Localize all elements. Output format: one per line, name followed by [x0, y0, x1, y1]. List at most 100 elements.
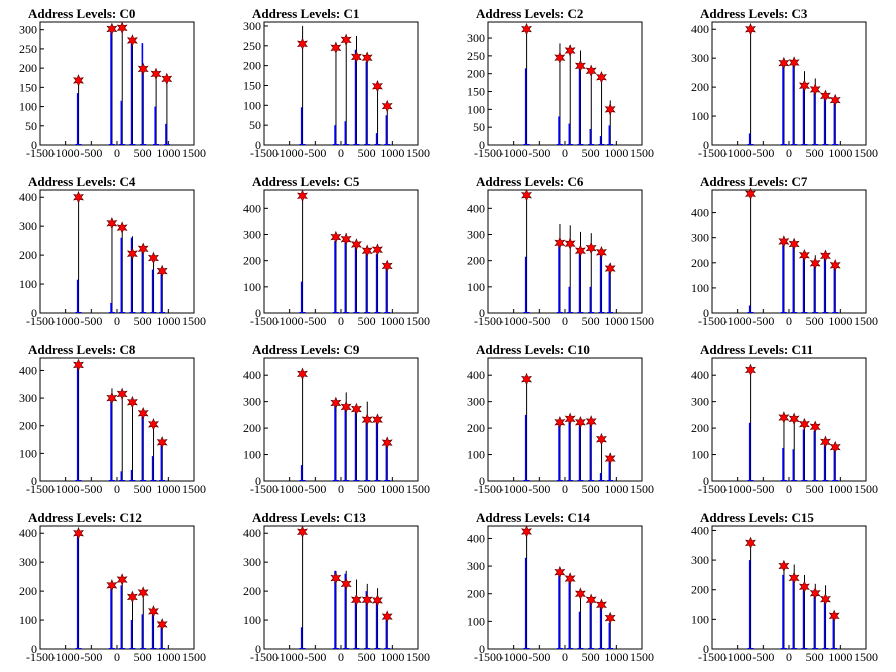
x-tick-label: 0 — [562, 314, 568, 328]
histogram-bar-black — [750, 193, 752, 313]
histogram-bar-black — [155, 75, 157, 145]
peak-marker-star — [106, 22, 118, 36]
chart-title: Address Levels: C12 — [28, 510, 142, 525]
peak-marker-star — [829, 93, 841, 107]
y-tick-label: 400 — [243, 368, 261, 382]
y-tick-label: 400 — [467, 368, 485, 382]
plot-frame — [711, 357, 867, 482]
x-tick-label: 1000 — [380, 146, 404, 160]
y-tick-label: 300 — [691, 553, 709, 567]
peak-marker-star — [604, 611, 616, 625]
x-tick-label: 1000 — [380, 314, 404, 328]
x-tick-label: -1000 — [500, 146, 528, 160]
y-tick-label: 400 — [467, 531, 485, 545]
peak-marker-star — [147, 605, 159, 618]
histogram-bar-blue — [300, 107, 303, 145]
x-tick-label: 1500 — [406, 314, 430, 328]
histogram-bar-blue — [160, 625, 163, 649]
x-tick-label: 500 — [582, 314, 600, 328]
histogram-bar-black — [121, 578, 123, 649]
histogram-bar-black — [356, 35, 357, 145]
histogram-bar-black — [132, 400, 133, 481]
chart-panel-9: Address Levels: C9 0 100 200 300 400 -1500-100… — [243, 342, 430, 496]
peak-marker-star — [73, 74, 84, 87]
histogram-bar-blue — [160, 272, 163, 313]
y-tick-label: 300 — [467, 227, 485, 241]
x-tick-label: -500 — [752, 146, 774, 160]
y-tick-label: 100 — [19, 613, 37, 627]
histogram-bar-blue — [833, 449, 836, 481]
histogram-bar-blue — [589, 600, 592, 649]
y-tick-label: 0 — [255, 642, 261, 656]
histogram-bar-blue — [578, 63, 581, 145]
histogram-bar-black — [609, 100, 611, 145]
x-tick-label: 500 — [358, 314, 376, 328]
peak-marker-star — [809, 256, 821, 270]
x-tick-label: 0 — [338, 146, 344, 160]
x-tick-label: 1000 — [828, 482, 852, 496]
chart-title: Address Levels: C14 — [476, 510, 590, 525]
histogram-bar-blue — [802, 429, 805, 481]
x-tick-label: 500 — [358, 650, 376, 664]
histogram-bar-black — [590, 233, 592, 313]
peak-marker-star — [788, 56, 800, 69]
peak-marker-star — [574, 244, 586, 258]
peak-marker-star — [371, 594, 383, 607]
x-tick-label: -1500 — [250, 482, 278, 496]
plot-frame — [711, 21, 867, 146]
x-tick-label: 1000 — [380, 650, 404, 664]
x-tick-label: -500 — [528, 146, 550, 160]
y-tick-label: 300 — [467, 31, 485, 45]
x-tick-label: 0 — [786, 482, 792, 496]
y-tick-label: 250 — [243, 39, 261, 53]
histogram-bar-black — [366, 251, 368, 313]
peak-marker-star — [137, 586, 149, 599]
histogram-bar-black — [356, 243, 357, 313]
histogram-bar-black — [377, 81, 379, 145]
histogram-bar-blue — [568, 579, 571, 649]
y-tick-label: 100 — [691, 612, 709, 626]
histogram-bar-black — [356, 579, 357, 649]
histogram-bar-blue — [782, 447, 784, 481]
plot-frame — [487, 189, 643, 314]
y-tick-label: 0 — [703, 306, 709, 320]
histogram-bar-blue — [344, 573, 347, 649]
peak-marker-star — [788, 237, 800, 251]
x-tick-label: 1500 — [406, 146, 430, 160]
plot-frame — [263, 525, 419, 650]
peak-marker-star — [147, 418, 159, 431]
y-tick-label: 300 — [691, 51, 709, 65]
histogram-bar-blue — [365, 591, 368, 649]
peak-marker-star — [371, 79, 383, 93]
y-tick-label: 300 — [467, 559, 485, 573]
histogram-bar-blue — [813, 91, 816, 145]
histogram-bar-black — [121, 29, 123, 145]
histogram-bar-black — [142, 68, 144, 145]
chart-panel-4: Address Levels: C4 0 100 200 300 400 -1500-100… — [19, 174, 206, 328]
x-tick-label: -1000 — [276, 146, 304, 160]
peak-marker-star — [330, 230, 342, 244]
histogram-bar-black — [834, 264, 836, 313]
histogram-bar-blue — [110, 302, 112, 313]
x-tick-label: -500 — [752, 314, 774, 328]
x-tick-label: -1000 — [52, 482, 80, 496]
peak-marker-star — [371, 243, 383, 256]
peak-marker-star — [585, 415, 597, 428]
histogram-bar-black — [526, 195, 528, 313]
x-tick-label: 0 — [562, 650, 568, 664]
histogram-bar-black — [335, 570, 337, 649]
plot-frame — [39, 21, 195, 146]
x-tick-label: -1500 — [26, 482, 54, 496]
peak-marker-star — [788, 571, 800, 585]
histogram-bar-black — [78, 83, 80, 145]
histogram-bar-blue — [813, 430, 816, 481]
y-tick-label: 200 — [467, 587, 485, 601]
x-tick-label: 0 — [562, 146, 568, 160]
histogram-bar-blue — [802, 87, 805, 145]
x-tick-label: 1000 — [604, 314, 628, 328]
histogram-bar-black — [345, 233, 347, 313]
x-tick-label: -1000 — [500, 314, 528, 328]
peak-marker-star — [73, 526, 84, 540]
x-tick-label: 1500 — [630, 650, 654, 664]
histogram-bar-black — [366, 401, 368, 481]
